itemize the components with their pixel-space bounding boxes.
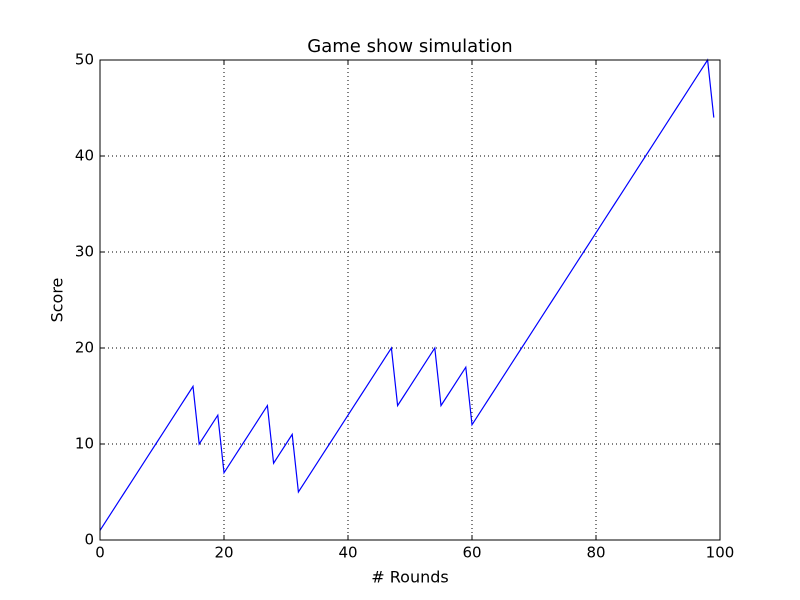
x-tick-label: 20 [214, 544, 233, 562]
x-tick-label: 40 [338, 544, 357, 562]
y-tick-label: 0 [84, 531, 94, 549]
y-axis-label: Score [48, 278, 67, 323]
plot-frame [99, 59, 721, 541]
x-tick-label: 0 [95, 544, 105, 562]
y-tick-label: 10 [75, 435, 94, 453]
x-axis-label: # Rounds [371, 568, 448, 587]
y-tick-label: 30 [75, 243, 94, 261]
y-tick-label: 50 [75, 51, 94, 69]
x-tick-label: 60 [462, 544, 481, 562]
y-tick-label: 40 [75, 147, 94, 165]
data-line [99, 58, 715, 531]
x-tick-label: 80 [586, 544, 605, 562]
y-tick-label: 20 [75, 339, 94, 357]
x-tick-label: 100 [706, 544, 735, 562]
chart-title: Game show simulation [307, 36, 512, 57]
